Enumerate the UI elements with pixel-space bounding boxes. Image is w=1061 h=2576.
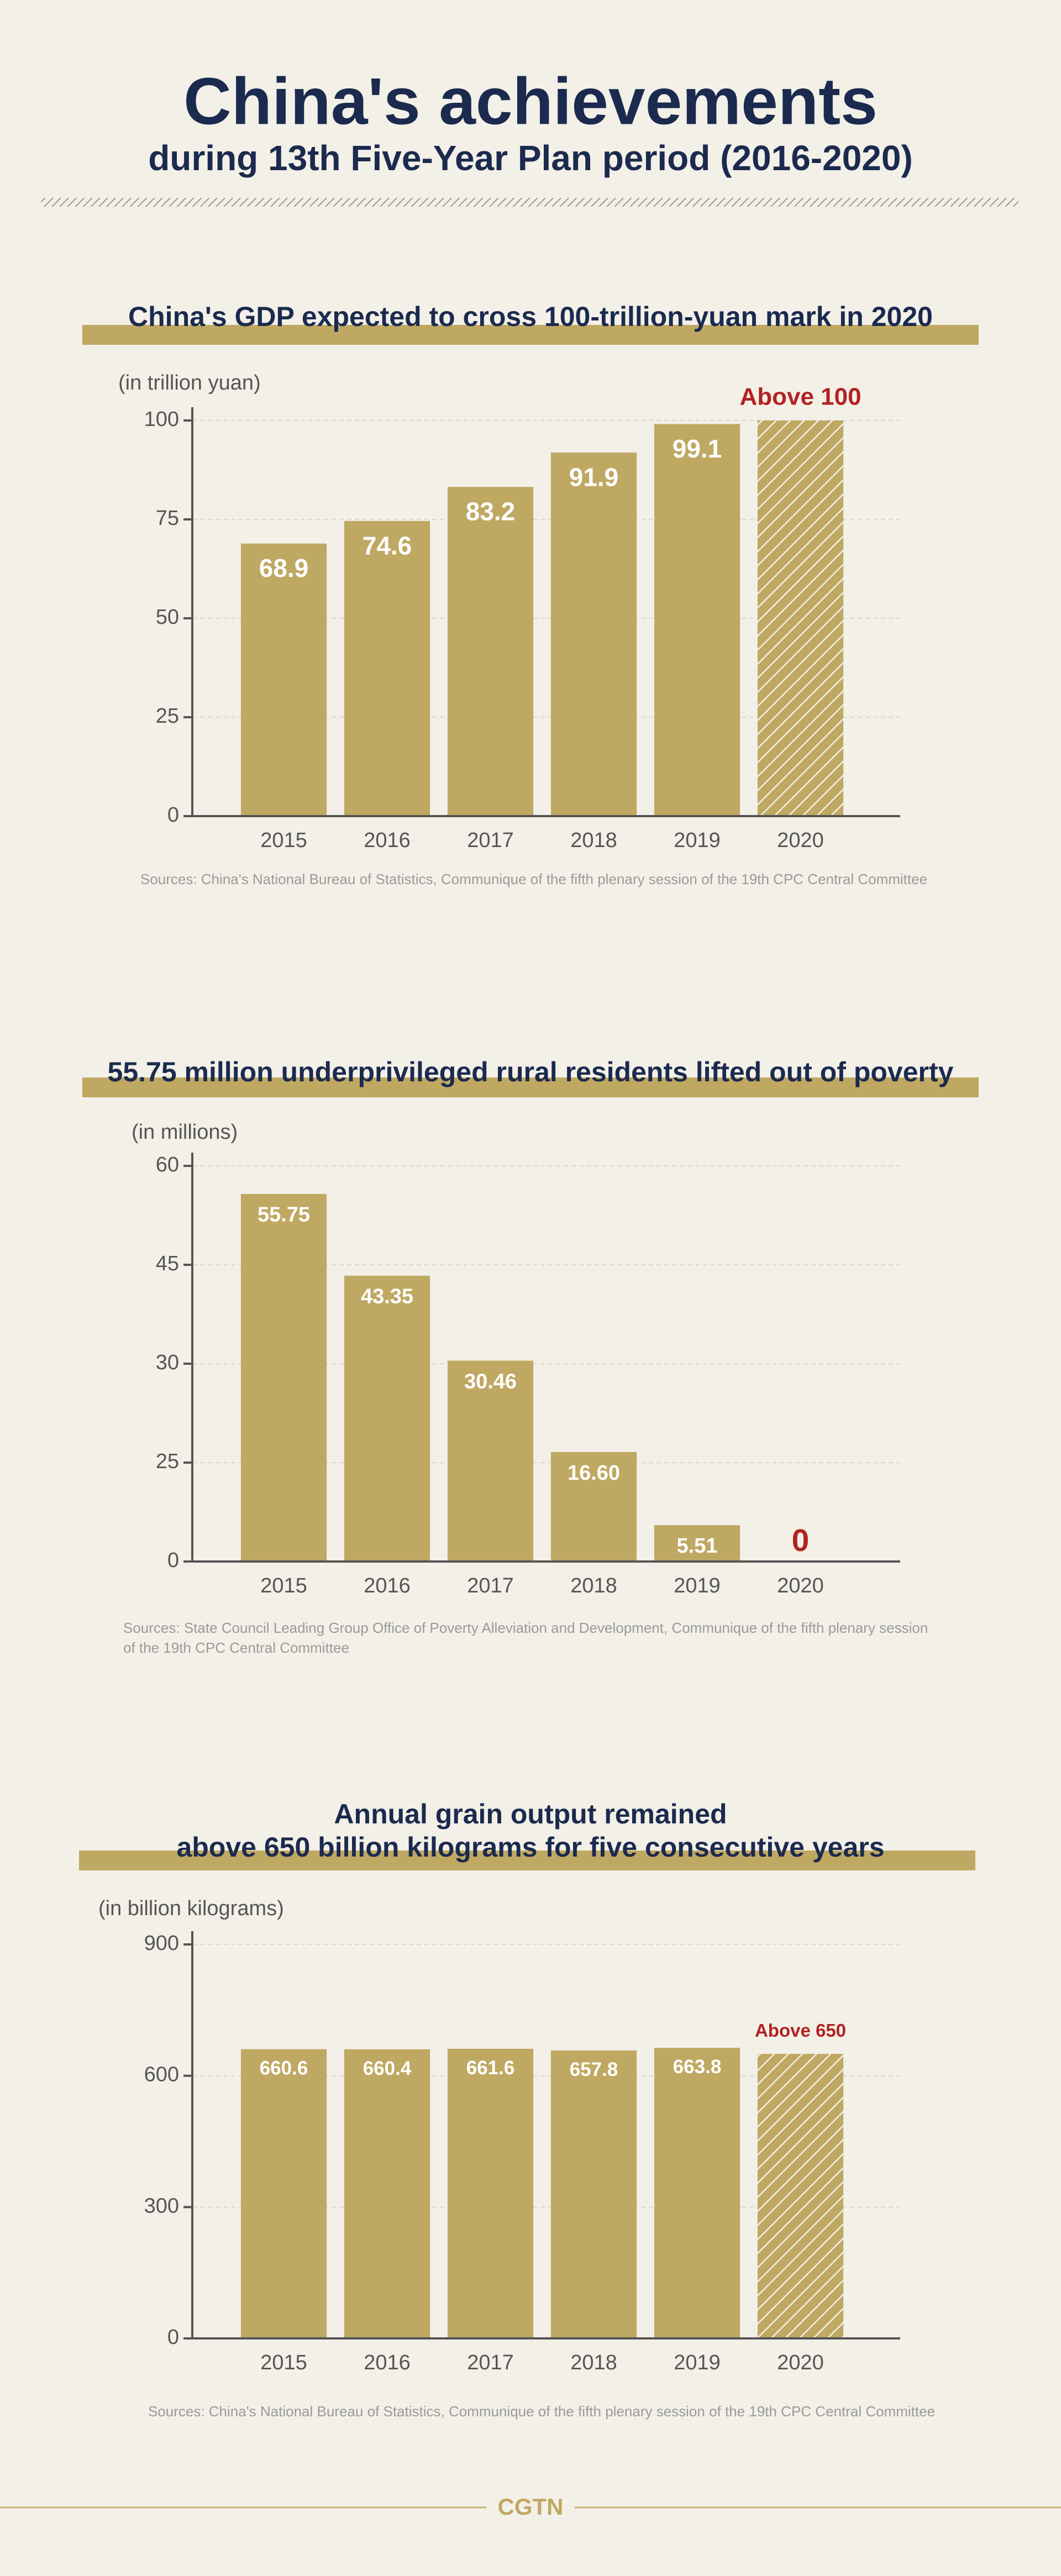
page-title: China's achievements	[183, 65, 878, 139]
value-label: 0	[792, 1523, 810, 1558]
x-tick-label: 2017	[467, 1574, 514, 1597]
y-tick-label: 600	[144, 2063, 179, 2086]
y-tick-label: 25	[156, 705, 179, 728]
bar	[447, 2048, 534, 2338]
value-label: Above 650	[755, 2020, 846, 2041]
value-label: 91.9	[569, 462, 619, 491]
value-label: 663.8	[673, 2056, 722, 2078]
x-tick-label: 2020	[777, 829, 824, 852]
x-tick-label: 2020	[777, 2351, 824, 2374]
value-label: 657.8	[570, 2059, 618, 2080]
page-subtitle: during 13th Five-Year Plan period (2016-…	[148, 138, 913, 178]
value-label: 99.1	[673, 434, 722, 463]
x-tick-label: 2018	[570, 1574, 617, 1597]
x-tick-label: 2016	[364, 1574, 411, 1597]
bar	[757, 2054, 844, 2338]
x-tick-label: 2015	[260, 829, 307, 852]
value-label: 660.6	[260, 2058, 308, 2079]
bar	[550, 2050, 637, 2338]
bar	[240, 1194, 327, 1562]
x-tick-label: 2015	[260, 2351, 307, 2374]
bar	[344, 2049, 430, 2338]
x-tick-label: 2016	[364, 2351, 411, 2374]
value-label: 68.9	[259, 554, 309, 582]
y-tick-label: 75	[156, 507, 179, 530]
bar	[550, 1452, 637, 1562]
value-label: Above 100	[739, 383, 861, 411]
y-tick-label: 0	[167, 1549, 179, 1572]
x-tick-label: 2019	[674, 1574, 721, 1597]
x-tick-label: 2016	[364, 829, 411, 852]
y-tick-label: 45	[156, 1252, 179, 1275]
x-tick-label: 2020	[777, 1574, 824, 1597]
title-banner	[82, 325, 979, 345]
chart-title: Annual grain output remained	[334, 1799, 727, 1830]
value-label: 16.60	[568, 1462, 620, 1485]
x-tick-label: 2019	[674, 2351, 721, 2374]
value-label: 74.6	[363, 531, 412, 560]
bar	[447, 1360, 534, 1562]
y-tick-label: 900	[144, 1932, 179, 1955]
bar	[240, 2049, 327, 2338]
value-label: 30.46	[464, 1370, 517, 1393]
axis-label: (in trillion yuan)	[118, 371, 261, 395]
y-tick-label: 0	[167, 803, 179, 827]
sources-note: Sources: China's National Bureau of Stat…	[148, 2403, 935, 2420]
value-label: 660.4	[363, 2058, 412, 2079]
y-tick-label: 60	[156, 1153, 179, 1176]
y-tick-label: 25	[156, 1450, 179, 1473]
x-tick-label: 2018	[570, 829, 617, 852]
footer-logo: CGTN	[498, 2494, 564, 2520]
bar	[240, 543, 327, 816]
value-label: 83.2	[466, 497, 516, 526]
y-tick-label: 100	[144, 408, 179, 431]
header-rule	[41, 198, 1018, 207]
bar	[654, 424, 740, 816]
bar	[344, 521, 430, 816]
value-label: 55.75	[258, 1203, 310, 1227]
title-banner	[82, 1077, 979, 1097]
x-tick-label: 2017	[467, 829, 514, 852]
bar	[550, 452, 637, 816]
y-tick-label: 0	[167, 2326, 179, 2349]
value-label: 5.51	[677, 1534, 718, 1558]
bar	[757, 420, 844, 816]
chart-title: China's GDP expected to cross 100-trilli…	[128, 301, 933, 332]
sources-note: Sources: China's National Bureau of Stat…	[140, 871, 927, 887]
sources-note: Sources: State Council Leading Group Off…	[123, 1620, 928, 1636]
chart-title: 55.75 million underprivileged rural resi…	[108, 1056, 954, 1087]
value-label: 43.35	[361, 1285, 413, 1308]
bar	[654, 2048, 740, 2338]
y-tick-label: 50	[156, 606, 179, 629]
bar	[344, 1275, 430, 1562]
axis-label: (in billion kilograms)	[98, 1897, 284, 1920]
title-banner	[79, 1850, 975, 1870]
sources-note: of the 19th CPC Central Committee	[123, 1639, 349, 1656]
x-tick-label: 2015	[260, 1574, 307, 1597]
chart-title: above 650 billion kilograms for five con…	[176, 1832, 884, 1863]
y-tick-label: 30	[156, 1351, 179, 1374]
x-tick-label: 2018	[570, 2351, 617, 2374]
x-tick-label: 2017	[467, 2351, 514, 2374]
y-tick-label: 300	[144, 2194, 179, 2217]
axis-label: (in millions)	[132, 1121, 238, 1144]
bar	[447, 487, 534, 816]
value-label: 661.6	[466, 2057, 515, 2079]
x-tick-label: 2019	[674, 829, 721, 852]
bar	[654, 1525, 740, 1562]
